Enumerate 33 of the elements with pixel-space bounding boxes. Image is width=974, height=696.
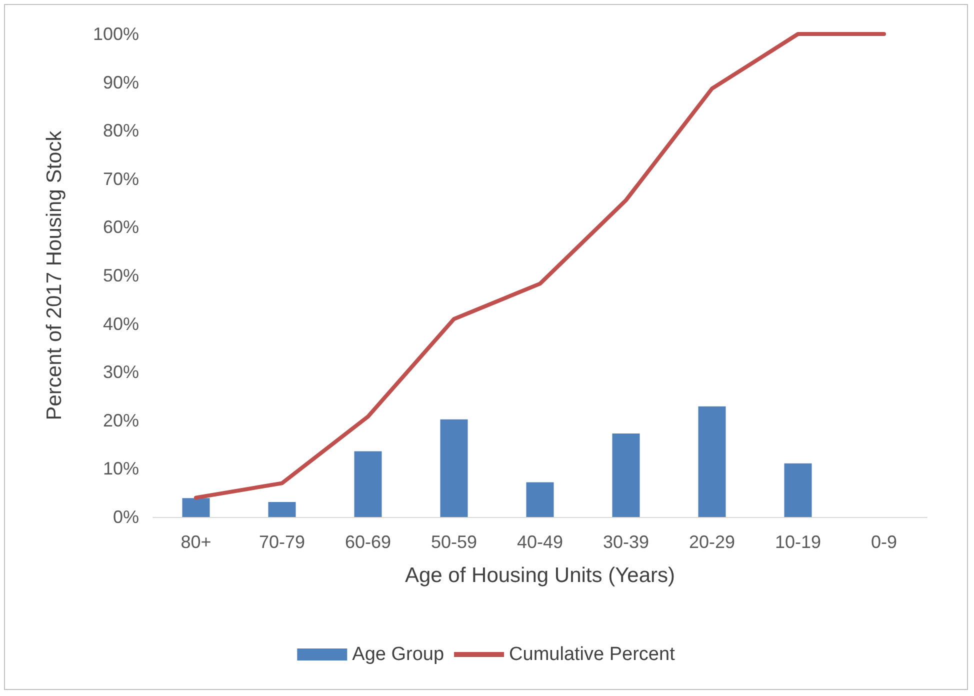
x-tick-label: 80+ (180, 532, 212, 552)
y-tick-label: 50% (102, 266, 139, 286)
y-tick-label: 40% (102, 314, 139, 334)
x-tick-label: 70-79 (258, 532, 306, 552)
bar (268, 502, 296, 517)
x-tick-label: 50-59 (430, 532, 478, 552)
bar (612, 433, 640, 517)
legend-label: Age Group (352, 644, 444, 665)
y-tick-label: 20% (102, 410, 139, 430)
y-tick-label: 70% (102, 168, 139, 189)
x-tick-label: 10-19 (774, 532, 822, 552)
bar (698, 406, 726, 517)
x-axis-title: Age of Housing Units (Years) (404, 564, 676, 587)
x-tick-label: 40-49 (516, 532, 564, 552)
line-series (194, 32, 886, 500)
bar (526, 482, 554, 517)
bar (354, 451, 382, 517)
y-tick-label: 10% (102, 458, 139, 479)
y-tick-label: 0% (112, 507, 139, 527)
bar (182, 498, 210, 517)
y-tick-label: 60% (102, 217, 139, 238)
x-tick-label: 30-39 (602, 532, 650, 552)
y-tick-label: 90% (102, 72, 139, 92)
y-axis-title: Percent of 2017 Housing Stock (43, 130, 66, 420)
y-tick-label: 100% (92, 24, 139, 44)
legend-label: Cumulative Percent (509, 644, 676, 665)
x-tick-label: 60-69 (344, 532, 392, 552)
bar (440, 419, 468, 517)
y-tick-label: 80% (102, 120, 139, 141)
y-tick-label: 30% (102, 362, 139, 382)
bar (784, 463, 812, 517)
x-tick-label: 20-29 (688, 532, 736, 552)
x-tick-label: 0-9 (870, 532, 898, 552)
